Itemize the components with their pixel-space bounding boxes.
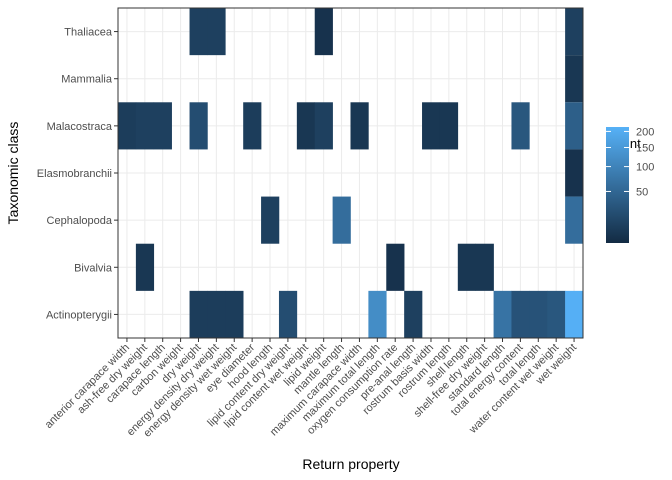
legend-colorbar bbox=[606, 127, 629, 243]
heatmap-cell bbox=[386, 243, 405, 291]
heatmap-cell bbox=[404, 290, 423, 338]
heatmap-cell bbox=[189, 290, 208, 338]
y-tick-label: Malacostraca bbox=[47, 121, 113, 133]
heatmap-cell bbox=[565, 290, 584, 338]
legend-label: 150 bbox=[636, 143, 654, 155]
heatmap-cell bbox=[135, 102, 155, 150]
y-tick-label: Actinopterygii bbox=[46, 309, 112, 321]
y-tick-label: Cephalopoda bbox=[47, 215, 113, 227]
heatmap-cell bbox=[261, 196, 280, 244]
heatmap-cell bbox=[565, 55, 584, 103]
heatmap-cell bbox=[547, 290, 566, 338]
heatmap-cell bbox=[278, 290, 298, 338]
y-tick-label: Thaliacea bbox=[64, 27, 113, 39]
heatmap-cell bbox=[207, 290, 226, 338]
heatmap-cell bbox=[153, 102, 172, 150]
heatmap-cell bbox=[350, 102, 369, 150]
heatmap-cell bbox=[511, 102, 530, 150]
heatmap-cell bbox=[529, 290, 548, 338]
heatmap-cell bbox=[189, 8, 208, 56]
heatmap-cell bbox=[511, 290, 530, 338]
legend-label: 50 bbox=[636, 186, 648, 198]
y-axis: Actinopterygii Bivalvia Cephalopoda Elasmob… bbox=[37, 27, 118, 321]
heatmap-cell bbox=[457, 243, 476, 291]
heatmap-cell bbox=[493, 290, 512, 338]
heatmap-cell bbox=[565, 149, 584, 197]
heatmap-cell bbox=[565, 196, 584, 244]
heatmap-cell bbox=[207, 8, 226, 56]
heatmap-cell bbox=[135, 243, 155, 291]
y-tick-label: Elasmobranchii bbox=[37, 168, 112, 180]
heatmap-cell bbox=[314, 8, 333, 56]
heatmap-cell bbox=[565, 8, 584, 56]
heatmap-cell bbox=[314, 102, 333, 150]
y-axis-title: Taxonomic class bbox=[5, 122, 21, 225]
heatmap-cell bbox=[368, 290, 387, 338]
heatmap-cell bbox=[225, 290, 244, 338]
heatmap-cell bbox=[296, 102, 316, 150]
legend-label: 100 bbox=[636, 162, 654, 174]
heatmap-cell bbox=[565, 102, 584, 150]
heatmap-cell bbox=[332, 196, 351, 244]
heatmap-cells bbox=[118, 8, 584, 338]
grid-lines bbox=[118, 8, 583, 338]
heatmap-cell bbox=[118, 102, 137, 150]
y-tick-label: Mammalia bbox=[61, 74, 113, 86]
heatmap-cell bbox=[439, 102, 459, 150]
legend-label: 200 bbox=[636, 126, 654, 138]
heatmap-cell bbox=[422, 102, 441, 150]
y-tick-label: Bivalvia bbox=[74, 262, 113, 274]
heatmap-cell bbox=[475, 243, 494, 291]
heatmap-cell bbox=[243, 102, 262, 150]
x-axis-title: Return property bbox=[302, 456, 399, 472]
heatmap-cell bbox=[189, 102, 208, 150]
